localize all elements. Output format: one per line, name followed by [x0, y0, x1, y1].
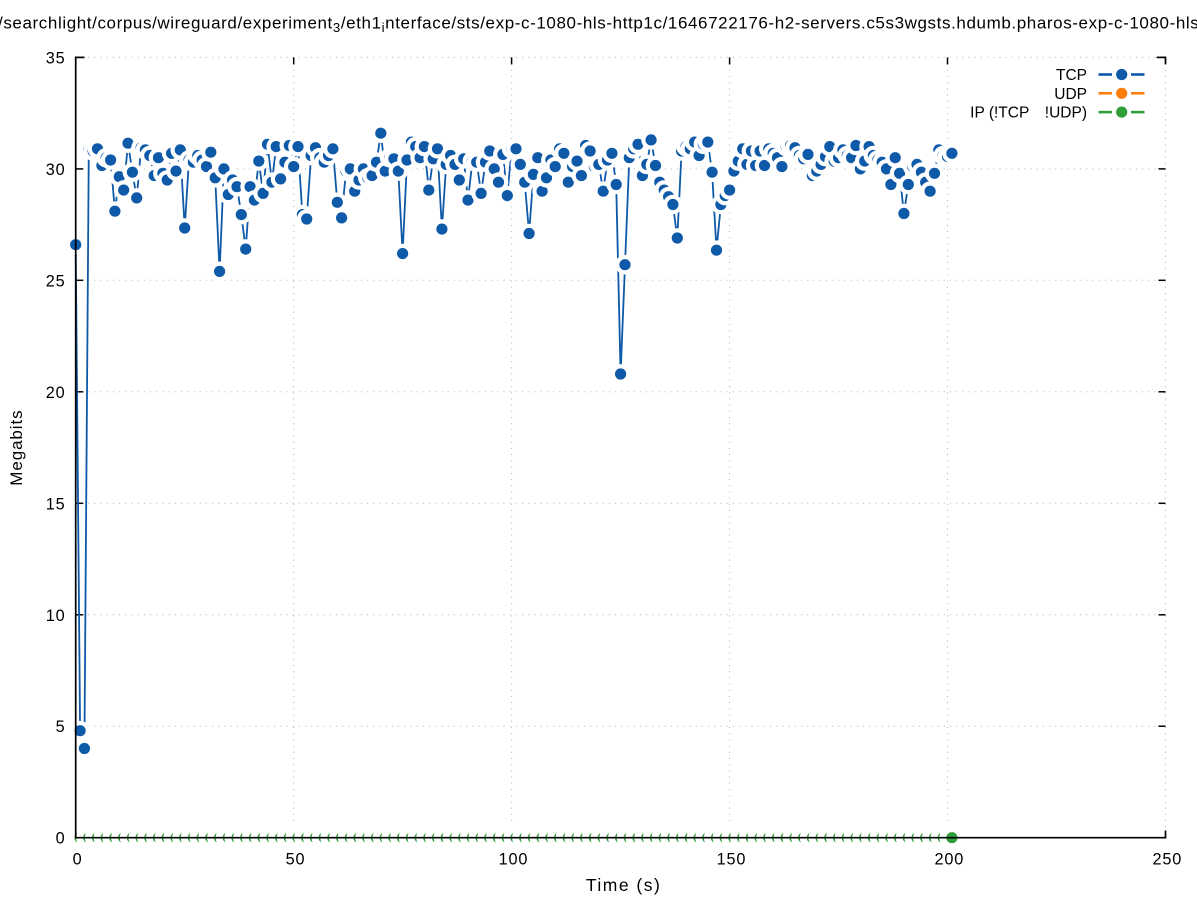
svg-text:5: 5: [56, 718, 66, 736]
svg-text:200: 200: [935, 850, 965, 868]
svg-text:0: 0: [73, 850, 83, 868]
svg-text:25: 25: [46, 272, 66, 290]
svg-text:50: 50: [286, 850, 306, 868]
svg-text:Megabits: Megabits: [7, 410, 26, 486]
svg-text:30: 30: [46, 161, 66, 179]
svg-text:10: 10: [46, 607, 66, 625]
svg-text:100: 100: [499, 850, 529, 868]
svg-text:UDP: UDP: [1054, 86, 1087, 103]
svg-text:150: 150: [717, 850, 747, 868]
svg-text:20: 20: [46, 384, 66, 402]
svg-text:15: 15: [46, 495, 66, 513]
svg-text:250: 250: [1153, 850, 1183, 868]
svg-text:0: 0: [56, 830, 66, 848]
svg-text:Time (s): Time (s): [586, 875, 662, 895]
svg-text:IP (!TCP !UDP): IP (!TCP !UDP): [970, 105, 1087, 122]
svg-text:35: 35: [46, 49, 66, 67]
svg-text:/searchlight/corpus/wireguard/: /searchlight/corpus/wireguard/experiment…: [0, 14, 1197, 36]
svg-text:TCP: TCP: [1056, 67, 1087, 84]
